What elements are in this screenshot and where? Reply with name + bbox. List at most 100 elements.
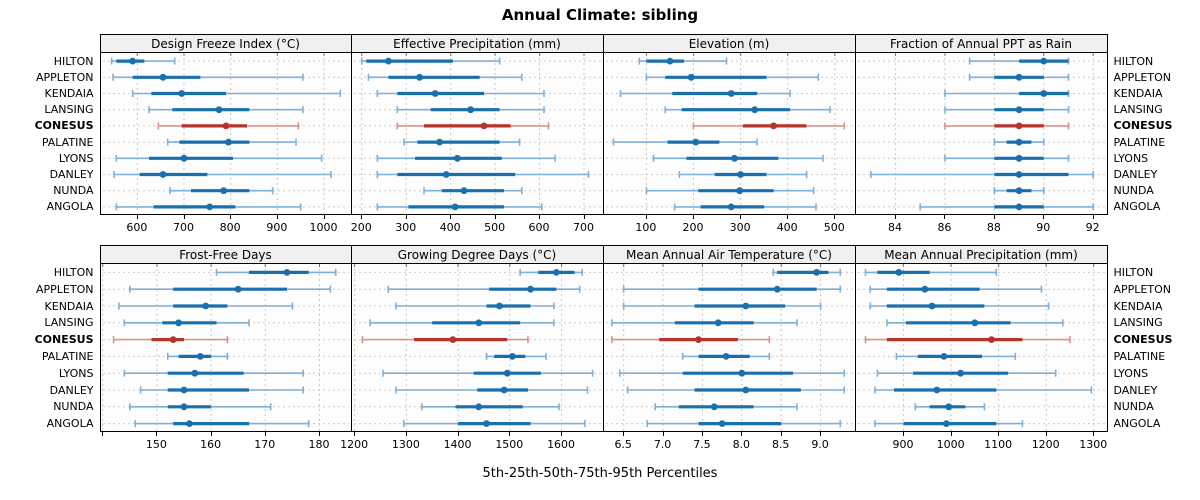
- panel-strip-effective-precipitation-mm: Effective Precipitation (mm): [351, 34, 604, 53]
- series-angola: [873, 420, 1023, 428]
- axis-tick-label: 1000: [309, 221, 338, 234]
- axis-tick: [210, 432, 212, 436]
- series-lansing: [663, 106, 831, 114]
- series-nunda: [914, 403, 985, 411]
- axis-tick-label: 160: [200, 438, 222, 451]
- axis-tick: [787, 215, 789, 219]
- series-appleton: [622, 285, 841, 293]
- axis-tick-label: 9.0: [811, 438, 829, 451]
- axis-tick-label: 88: [986, 221, 1001, 234]
- axis-tick: [264, 432, 266, 436]
- site-label-left: APPLETON: [36, 70, 94, 84]
- series-lansing: [943, 106, 1069, 114]
- axis-tick-label: 1000: [936, 438, 965, 451]
- axis-tick-label: 1400: [443, 438, 472, 451]
- axis-tick-label: 600: [528, 221, 550, 234]
- panel-mean-annual-precipitation-mm: [855, 264, 1108, 432]
- series-hilton: [110, 57, 175, 65]
- axis-tick-label: 170: [254, 438, 276, 451]
- panel-elevation-m: [603, 53, 856, 215]
- site-label-right: CONESUS: [1113, 333, 1173, 347]
- series-danley: [112, 171, 332, 178]
- series-nunda: [128, 403, 272, 411]
- series-hilton: [360, 57, 500, 65]
- axis-tick: [509, 432, 511, 436]
- series-angola: [646, 420, 841, 428]
- series-palatine: [166, 138, 297, 146]
- series-hilton: [864, 268, 997, 276]
- axis-tick: [1043, 215, 1045, 219]
- series-danley: [394, 386, 588, 394]
- axis-tick: [998, 432, 1000, 436]
- site-label-right: LYONS: [1113, 151, 1149, 165]
- site-label-left: DANLEY: [49, 383, 94, 397]
- site-label-right: DANLEY: [1113, 168, 1158, 181]
- panel-plot: [101, 264, 349, 431]
- axis-tick: [539, 215, 541, 219]
- chart-title: Annual Climate: sibling: [501, 6, 699, 24]
- axis-tick: [820, 432, 822, 436]
- series-hilton: [772, 268, 841, 276]
- axis-tick-label: 1500: [495, 438, 524, 451]
- site-label-left: HILTON: [53, 265, 94, 279]
- series-nunda: [653, 403, 798, 411]
- series-appleton: [128, 285, 331, 293]
- panel-plot: [353, 53, 601, 214]
- series-lyons: [943, 154, 1069, 162]
- panel-strip-growing-degree-days-c: Growing Degree Days (°C): [351, 245, 604, 264]
- axis-tick: [102, 432, 104, 436]
- axis-tick-label: 1300: [391, 438, 420, 451]
- series-conesus: [361, 336, 529, 344]
- series-palatine: [612, 138, 758, 146]
- axis-tick: [993, 215, 995, 219]
- series-kendaia: [868, 302, 1049, 310]
- site-label-right: NUNDA: [1113, 400, 1154, 414]
- axis-tick-label: 800: [219, 221, 241, 234]
- axis-tick-label: 900: [266, 221, 288, 234]
- series-appleton: [868, 285, 1042, 293]
- axis-tick: [692, 215, 694, 219]
- panel-fraction-of-annual-ppt-as-rain: [855, 53, 1108, 215]
- panel-plot: [353, 264, 601, 431]
- series-palatine: [166, 352, 228, 360]
- axis-tick: [834, 215, 836, 219]
- series-angola: [918, 203, 1094, 211]
- series-appleton: [367, 73, 523, 81]
- axis-tick-label: 300: [729, 221, 751, 234]
- series-lansing: [885, 319, 1064, 327]
- series-nunda: [420, 403, 560, 411]
- series-hilton: [968, 57, 1069, 65]
- series-hilton: [518, 268, 583, 276]
- axis-tick: [662, 432, 664, 436]
- series-appleton: [386, 285, 580, 293]
- series-danley: [626, 386, 845, 394]
- site-label-left: NUNDA: [53, 400, 94, 414]
- series-lyons: [376, 154, 556, 162]
- axis-tick: [405, 432, 407, 436]
- site-label-right: APPLETON: [1113, 282, 1171, 296]
- axis-tick: [1045, 432, 1047, 436]
- axis-tick-label: 7.5: [693, 438, 711, 451]
- series-angola: [402, 420, 586, 428]
- panel-plot: [605, 264, 853, 431]
- series-lansing: [147, 106, 304, 114]
- series-angola: [133, 420, 309, 428]
- series-nunda: [422, 187, 523, 195]
- axis-tick: [361, 215, 363, 219]
- series-appleton: [111, 73, 304, 81]
- series-conesus: [692, 122, 845, 130]
- series-danley: [869, 171, 1094, 178]
- panel-plot: [857, 264, 1105, 431]
- axis-tick-label: 92: [1085, 221, 1100, 234]
- axis-tick-label: 8.5: [771, 438, 790, 451]
- series-angola: [673, 203, 817, 211]
- site-label-right: LANSING: [1113, 103, 1163, 117]
- series-danley: [873, 386, 1092, 394]
- axis-tick-label: 700: [573, 221, 594, 234]
- site-label-left: DANLEY: [49, 168, 94, 181]
- site-label-left: LANSING: [44, 103, 94, 117]
- series-danley: [139, 386, 304, 394]
- axis-tick-label: 1100: [984, 438, 1013, 451]
- axis-tick-label: 1200: [1031, 438, 1060, 451]
- axis-tick-label: 700: [173, 221, 194, 234]
